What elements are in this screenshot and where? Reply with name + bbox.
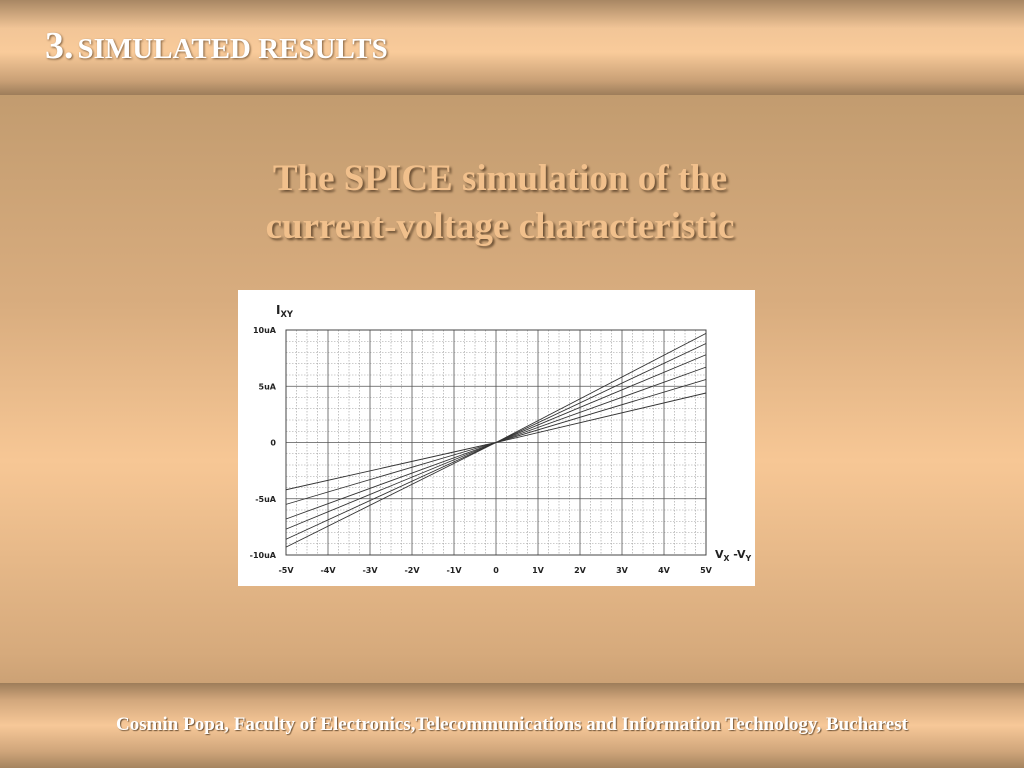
axis-label-part: X [724, 554, 730, 563]
x-tick-label: -5V [278, 566, 294, 575]
axis-label: IXY [276, 303, 294, 319]
axis-label-part: XY [280, 309, 293, 319]
axis-label-part: I [276, 303, 280, 317]
x-tick-label: -2V [404, 566, 420, 575]
x-tick-label: 0 [493, 566, 499, 575]
chart: -5V -4V -3V -2V -1V 0 1V 2V 3V 4V 5V -10uA -5uA 0 5uA 1… [238, 290, 755, 586]
subtitle-line: The SPICE simulation of the [272, 158, 728, 199]
x-tick-label: 3V [616, 566, 629, 575]
subtitle-line: current-voltage characteristic [265, 206, 735, 247]
footer-band [0, 683, 1024, 768]
chart-background [238, 290, 755, 586]
header-band [0, 0, 1024, 95]
x-tick-label: 2V [574, 566, 587, 575]
y-tick-label: 5uA [259, 382, 277, 391]
plot-frame [285, 329, 707, 556]
section-number: 3. [45, 25, 74, 67]
y-tick-label: -10uA [250, 551, 277, 560]
x-tick-label: 5V [700, 566, 713, 575]
y-tick-label: 0 [270, 439, 276, 448]
axis-label-part: V [715, 548, 724, 561]
subtitle: The SPICE simulation of the current-volta… [0, 155, 1000, 251]
x-tick-label: -4V [320, 566, 336, 575]
axis-label-part: -V [729, 548, 746, 561]
y-tick-label: -5uA [255, 495, 277, 504]
y-tick-label: 10uA [253, 326, 277, 335]
x-tick-label: 1V [532, 566, 545, 575]
x-tick-label: -3V [362, 566, 378, 575]
axis-label-part: Y [745, 554, 752, 563]
x-tick-label: -1V [446, 566, 462, 575]
axis-label: VX -VY [715, 548, 752, 563]
x-tick-label: 4V [658, 566, 671, 575]
footer: Cosmin Popa, Faculty of Electronics,Tele… [116, 714, 908, 735]
series-line [285, 392, 707, 491]
slide-title: 3. SIMULATED RESULTS [45, 24, 388, 68]
section-title: SIMULATED RESULTS [77, 33, 388, 65]
